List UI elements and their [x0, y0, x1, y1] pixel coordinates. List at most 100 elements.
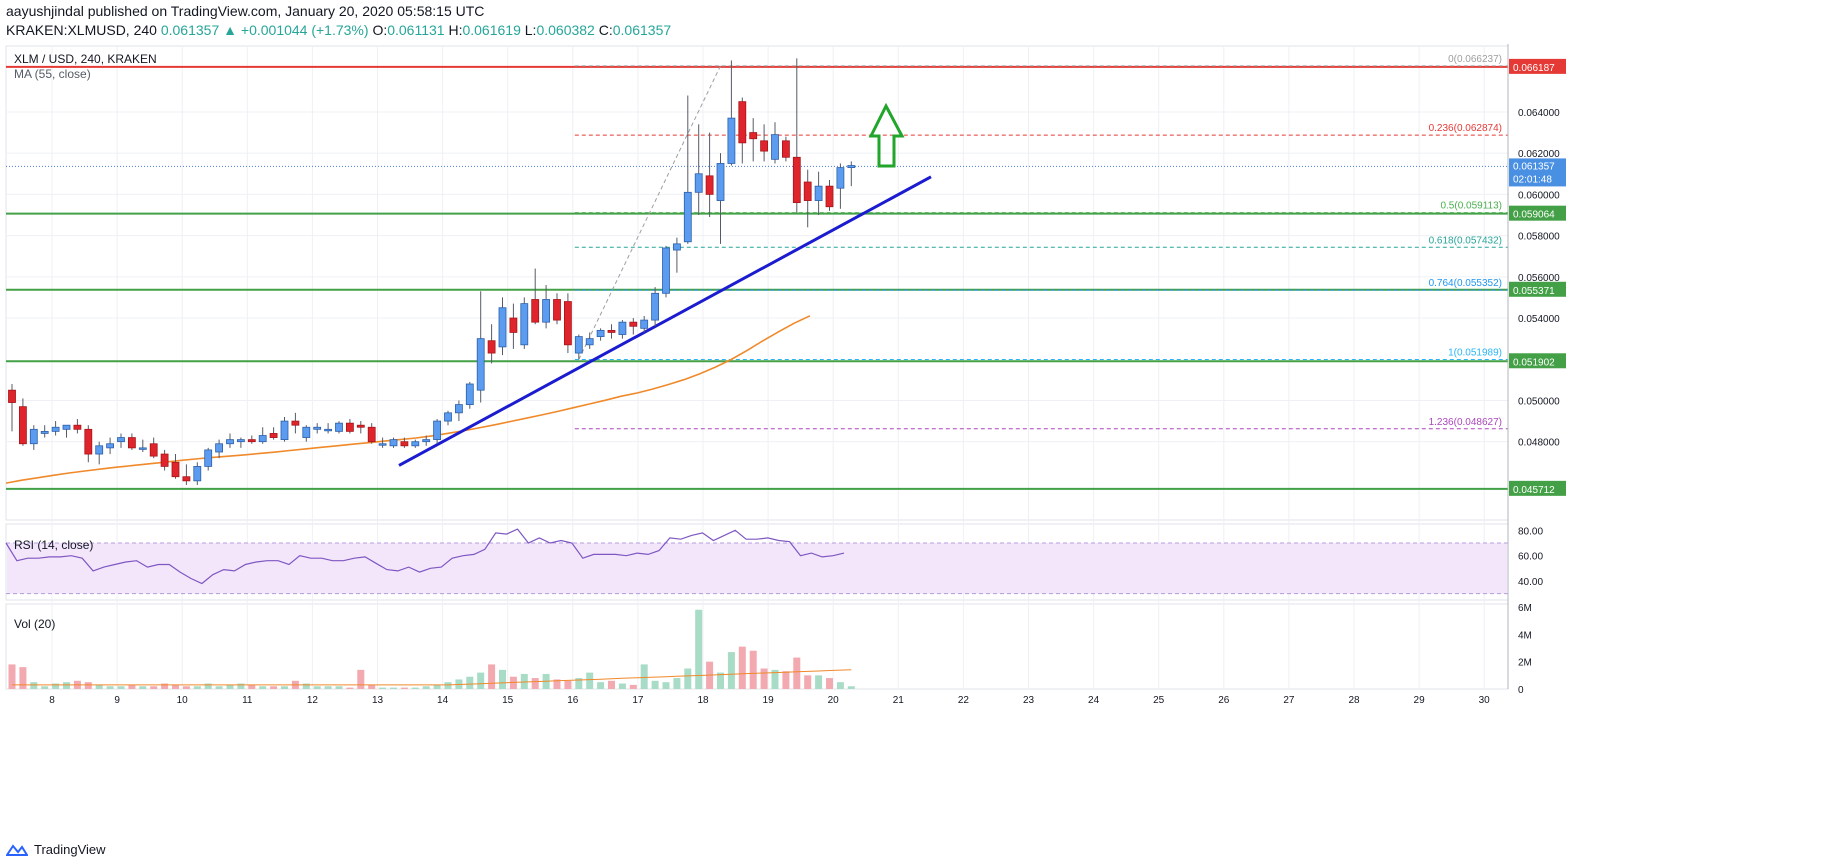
volume-bar — [30, 682, 38, 689]
candle-body — [596, 329, 605, 337]
volume-bar — [313, 686, 321, 689]
volume-bar — [640, 664, 648, 689]
x-tick-label: 29 — [1414, 695, 1426, 706]
fib-swing-line — [578, 65, 721, 360]
candle-body — [258, 435, 267, 443]
volume-bar — [84, 682, 92, 689]
candle-body — [574, 336, 583, 354]
candle — [73, 419, 82, 434]
rsi-pane — [5, 528, 1508, 595]
x-tick-label: 17 — [632, 695, 644, 706]
candle-body — [771, 134, 779, 160]
volume-bar — [793, 657, 801, 689]
high-label: H: — [448, 22, 463, 38]
volume-bar — [346, 687, 354, 689]
volume-bar — [324, 686, 332, 689]
candle — [193, 462, 202, 485]
trendline — [398, 175, 932, 467]
candle-body — [542, 299, 550, 323]
candle — [258, 427, 267, 444]
level-price-label: 0.045712 — [1513, 485, 1555, 496]
candle — [335, 421, 343, 434]
x-tick-label: 30 — [1479, 695, 1491, 706]
open-label: O: — [372, 22, 388, 38]
candle-body — [585, 338, 594, 346]
volume-bar — [204, 683, 212, 689]
fibonacci-retracement: 0(0.066237) 0.236(0.062874) 0.5(0.059113) 0… — [574, 54, 1508, 430]
pane-labels: XLM / USD, 240, KRAKEN MA (55, close) RS… — [14, 52, 157, 631]
level-price-badge — [1509, 353, 1566, 369]
volume-bar — [662, 682, 670, 689]
volume-bar — [717, 672, 724, 689]
candle-body — [356, 424, 365, 428]
candle-body — [422, 439, 431, 443]
volume-bar — [684, 668, 692, 689]
candle-body — [433, 420, 442, 441]
candle — [585, 332, 594, 349]
close-value: 0.061357 — [612, 22, 672, 38]
x-tick-label: 10 — [177, 695, 189, 706]
candle — [607, 324, 616, 339]
candle — [498, 297, 507, 356]
candle — [356, 421, 365, 434]
x-tick-label: 22 — [958, 695, 970, 706]
y-tick-label: 0.064000 — [1518, 108, 1560, 119]
volume-bar — [488, 664, 496, 689]
candle — [171, 454, 180, 479]
volume-bar — [411, 687, 419, 689]
candle — [291, 412, 300, 434]
volume-bar — [161, 683, 169, 689]
vol-label: Vol (20) — [14, 617, 55, 631]
volume-bar — [150, 686, 158, 689]
tradingview-footer[interactable]: TradingView — [6, 842, 106, 857]
candle — [465, 381, 474, 409]
candle — [673, 237, 681, 273]
level-price-label: 0.059064 — [1513, 210, 1555, 221]
candle — [792, 58, 801, 213]
candle — [487, 324, 496, 364]
volume-bar — [259, 686, 267, 689]
volume-bar — [738, 646, 746, 689]
candle-body — [302, 426, 311, 438]
candle-body — [640, 319, 649, 329]
up-arrow-icon — [868, 102, 905, 168]
volume-bar — [618, 683, 626, 689]
volume-bar — [379, 687, 387, 689]
candle — [683, 95, 692, 244]
candle-body — [51, 426, 60, 432]
countdown-timer: 02:01:48 — [1513, 174, 1552, 185]
volume-bar — [172, 684, 179, 689]
volume-bar — [597, 682, 605, 689]
candles — [8, 58, 856, 485]
volume-bar — [41, 686, 49, 689]
volume-bar — [281, 686, 288, 689]
volume-bar — [215, 686, 223, 689]
volume-bar — [193, 686, 201, 689]
candle — [564, 293, 572, 354]
volume-bar — [815, 675, 823, 689]
candle-body — [204, 449, 213, 467]
current-price-badge — [1509, 158, 1566, 187]
candle-body — [476, 338, 485, 391]
candle-body — [847, 165, 856, 168]
candle — [531, 268, 540, 325]
candle — [836, 163, 845, 209]
candle — [520, 297, 529, 349]
fib-level-label: 0.236(0.062874) — [1429, 123, 1502, 134]
candle-body — [618, 321, 627, 335]
candle-body — [749, 132, 758, 140]
candle-body — [716, 163, 725, 201]
candle — [771, 122, 779, 164]
volume-bar — [695, 609, 703, 689]
level-price-badge — [1509, 480, 1566, 496]
candle — [825, 179, 834, 211]
volume-tick-label: 0 — [1518, 685, 1524, 696]
candle — [389, 437, 398, 448]
candle — [367, 423, 376, 444]
volume-bar — [357, 669, 365, 689]
candle-body — [345, 422, 354, 432]
chart-svg[interactable]: 0(0.066237) 0.236(0.062874) 0.5(0.059113) 0… — [0, 44, 1828, 844]
candle-body — [215, 443, 224, 453]
candle — [127, 433, 136, 450]
candle — [716, 153, 725, 244]
